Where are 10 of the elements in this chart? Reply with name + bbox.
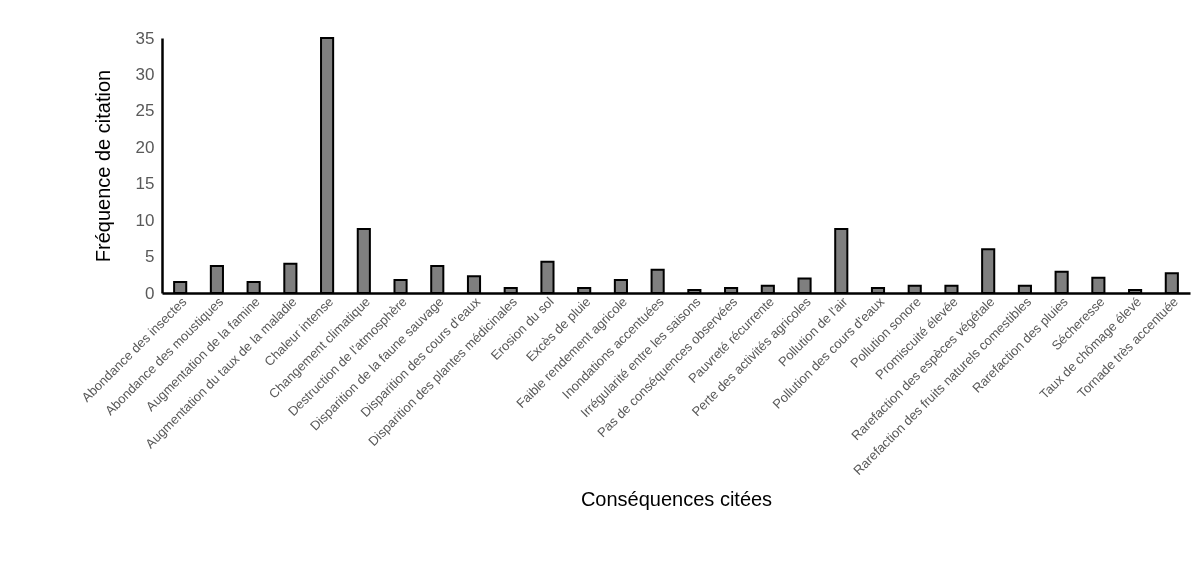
y-tick-label: 0 <box>145 283 155 303</box>
y-tick-label: 20 <box>135 137 155 157</box>
x-axis-title: Conséquences citées <box>580 487 773 510</box>
y-axis-title: Fréquence de citation <box>91 69 114 263</box>
y-tick-label: 10 <box>135 210 155 230</box>
y-tick-label: 15 <box>135 174 155 194</box>
y-tick-label: 25 <box>135 101 155 121</box>
y-tick-label: 30 <box>135 64 155 84</box>
y-tick-label: 5 <box>145 247 155 267</box>
y-tick-label: 35 <box>135 28 155 48</box>
